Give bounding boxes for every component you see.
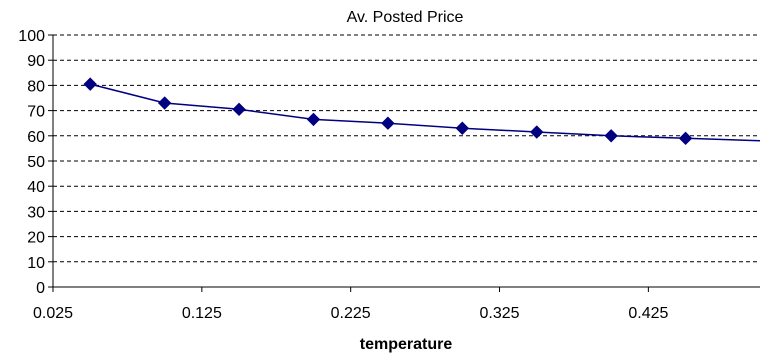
data-point-4 — [381, 116, 395, 130]
y-tick-label-70: 70 — [27, 104, 45, 121]
series — [83, 77, 760, 146]
data-point-8 — [678, 131, 693, 146]
x-tick-label-0.125: 0.125 — [182, 305, 222, 322]
x-tick-label-0.425: 0.425 — [628, 305, 668, 322]
data-point-3 — [306, 112, 321, 127]
x-axis-label: temperature — [360, 336, 453, 353]
y-tick-label-20: 20 — [27, 230, 45, 247]
data-point-6 — [530, 125, 544, 139]
gridlines — [53, 34, 760, 263]
y-tick-label-80: 80 — [27, 78, 45, 95]
y-tick-label-60: 60 — [27, 129, 45, 146]
x-tick-label-0.325: 0.325 — [480, 305, 520, 322]
x-tick-label-0.225: 0.225 — [331, 305, 371, 322]
y-tick-label-0: 0 — [36, 280, 45, 297]
data-point-5 — [455, 121, 470, 135]
series-line-0 — [90, 83, 760, 142]
y-tick-label-30: 30 — [27, 204, 45, 221]
data-point-1 — [157, 96, 172, 110]
y-tick-label-100: 100 — [18, 28, 45, 45]
y-tick-label-40: 40 — [27, 179, 45, 196]
tick-labels: 0 10 20 30 40 50 60 70 80 90 100 0.025 0.125 0.225 0.3… — [18, 28, 668, 322]
x-tick-label-0.025: 0.025 — [33, 305, 73, 322]
axes — [48, 34, 760, 292]
data-point-0 — [83, 77, 97, 91]
y-tick-label-90: 90 — [27, 53, 45, 70]
y-tick-label-10: 10 — [27, 255, 45, 272]
y-tick-label-50: 50 — [27, 154, 45, 171]
chart-title: Av. Posted Price — [347, 9, 464, 26]
data-point-2 — [232, 102, 246, 117]
data-point-7 — [604, 129, 618, 143]
